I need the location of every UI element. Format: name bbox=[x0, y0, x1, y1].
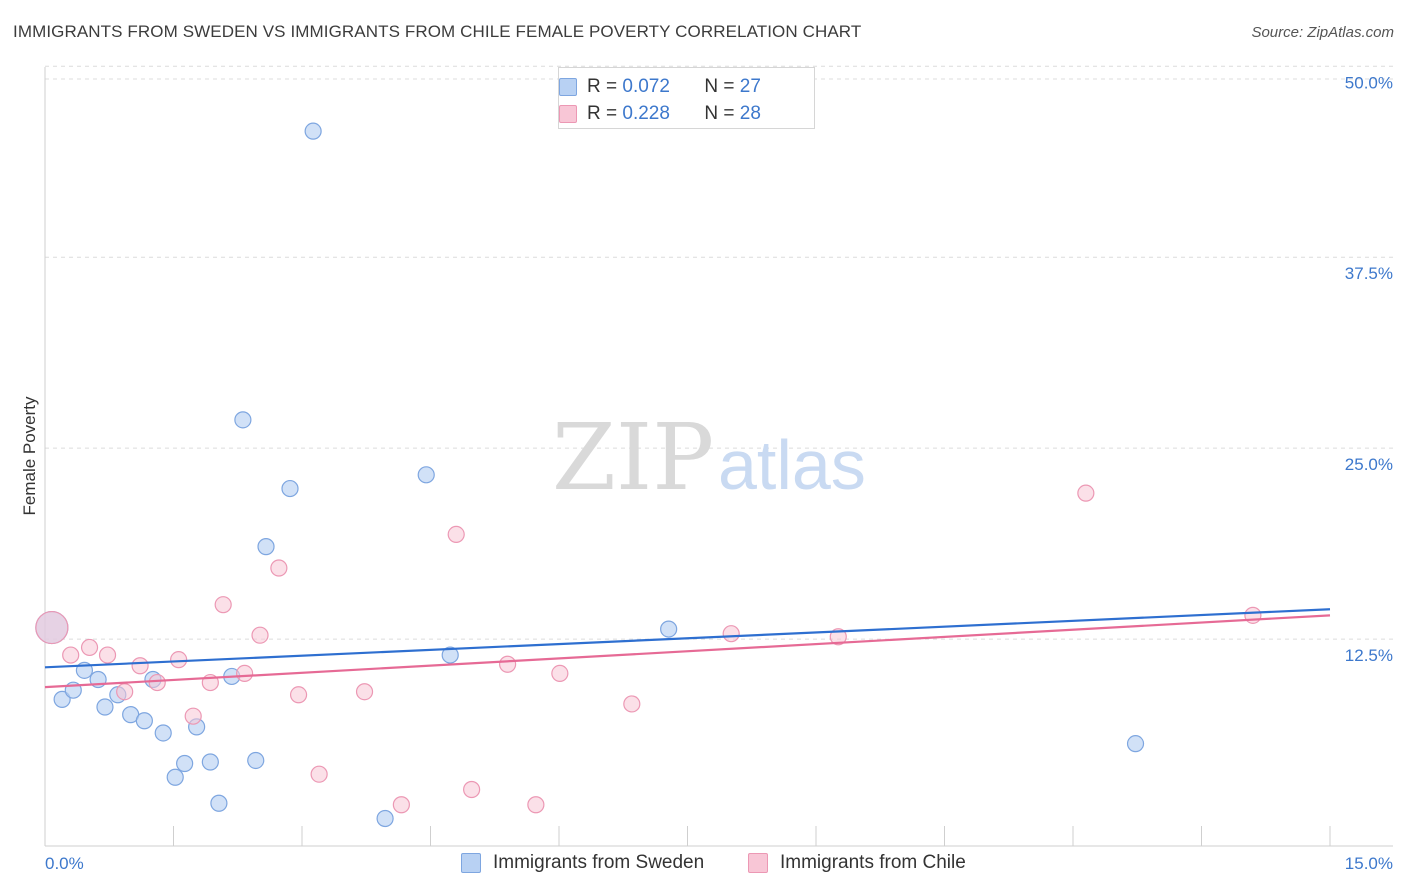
legend-n-label: N = bbox=[704, 76, 740, 97]
sweden-trend-line bbox=[44, 608, 1331, 669]
sweden-point bbox=[201, 753, 219, 771]
legend-swatch-chile bbox=[559, 105, 577, 123]
chile-point bbox=[722, 625, 740, 643]
legend-row-chile: R = 0.228 N = 28 bbox=[559, 103, 761, 125]
chile-point bbox=[62, 646, 80, 664]
bottom-legend-chile: Immigrants from Chile bbox=[748, 852, 966, 874]
chart-title: IMMIGRANTS FROM SWEDEN VS IMMIGRANTS FRO… bbox=[13, 22, 862, 41]
correlation-legend: R = 0.072 N = 27 R = 0.228 N = 28 bbox=[558, 67, 815, 129]
bottom-legend-label-chile: Immigrants from Chile bbox=[780, 852, 966, 873]
chile-point bbox=[214, 596, 232, 614]
sweden-point bbox=[96, 698, 114, 716]
legend-n-label: N = bbox=[704, 103, 740, 124]
sweden-point bbox=[257, 538, 275, 556]
x-tick-label-max: 15.0% bbox=[1345, 854, 1393, 873]
chile-trend-line bbox=[44, 614, 1331, 689]
sweden-point bbox=[234, 411, 252, 429]
sweden-point bbox=[281, 479, 299, 498]
data-points bbox=[35, 122, 1262, 828]
y-tick-label: 12.5% bbox=[1345, 646, 1393, 665]
chile-point bbox=[551, 664, 569, 682]
x-tick-label-min: 0.0% bbox=[45, 854, 84, 873]
y-tick-label: 25.0% bbox=[1345, 455, 1393, 474]
sweden-point bbox=[304, 122, 322, 140]
chile-point bbox=[251, 626, 269, 644]
legend-swatch-sweden bbox=[559, 78, 577, 96]
sweden-point bbox=[247, 751, 265, 770]
chile-point bbox=[35, 610, 69, 645]
chile-point bbox=[499, 655, 517, 673]
y-tick-label: 50.0% bbox=[1345, 73, 1393, 92]
bottom-legend-label-sweden: Immigrants from Sweden bbox=[493, 852, 705, 873]
chile-point bbox=[392, 796, 410, 814]
chile-point bbox=[98, 646, 117, 664]
sweden-point bbox=[154, 724, 172, 742]
bottom-legend-sweden: Immigrants from Sweden bbox=[461, 852, 704, 874]
legend-n-value: 28 bbox=[739, 103, 761, 124]
legend-r-value: 0.228 bbox=[622, 103, 670, 124]
chile-point bbox=[310, 765, 328, 783]
watermark: ZIP atlas bbox=[552, 404, 866, 511]
chile-point bbox=[131, 657, 149, 675]
legend-n-value: 27 bbox=[739, 76, 761, 97]
chile-point bbox=[170, 651, 188, 669]
gridlines bbox=[45, 65, 1393, 640]
chile-point bbox=[527, 796, 545, 814]
legend-row-sweden: R = 0.072 N = 27 bbox=[559, 76, 761, 98]
chile-point bbox=[289, 686, 308, 704]
chile-point bbox=[270, 559, 288, 577]
y-tick-label: 37.5% bbox=[1345, 264, 1393, 283]
sweden-point bbox=[135, 712, 153, 730]
chile-point bbox=[1077, 484, 1095, 502]
bottom-legend-swatch-sweden bbox=[461, 853, 481, 873]
chile-point bbox=[355, 683, 374, 701]
sweden-point bbox=[176, 754, 194, 773]
chile-point bbox=[447, 525, 465, 544]
sweden-point bbox=[210, 794, 228, 812]
source-label: Source: ZipAtlas.com bbox=[1251, 24, 1394, 41]
chile-point bbox=[829, 628, 847, 646]
chile-point bbox=[80, 638, 99, 657]
y-axis-label: Female Poverty bbox=[20, 396, 39, 516]
tick-labels: 12.5% 25.0% 37.5% 50.0% 0.0% 15.0% bbox=[45, 73, 1393, 873]
watermark-zip: ZIP bbox=[552, 404, 714, 511]
chile-point bbox=[463, 780, 481, 799]
sweden-point bbox=[417, 466, 435, 484]
sweden-point bbox=[166, 768, 184, 786]
sweden-point bbox=[53, 690, 71, 708]
chile-point bbox=[148, 673, 166, 692]
legend-r-label: R = bbox=[587, 76, 623, 97]
watermark-atlas: atlas bbox=[718, 426, 866, 504]
sweden-point bbox=[1126, 735, 1145, 753]
chile-point bbox=[623, 695, 641, 713]
sweden-point bbox=[441, 646, 459, 664]
sweden-point bbox=[376, 809, 394, 828]
trend-lines bbox=[44, 608, 1331, 689]
bottom-legend-swatch-chile bbox=[748, 853, 768, 873]
chile-point bbox=[116, 683, 134, 701]
legend-r-label: R = bbox=[587, 103, 623, 124]
chile-point bbox=[236, 664, 254, 682]
axes bbox=[44, 67, 1393, 847]
legend-r-value: 0.072 bbox=[622, 76, 670, 97]
chile-point bbox=[184, 707, 202, 725]
sweden-point bbox=[660, 620, 678, 638]
